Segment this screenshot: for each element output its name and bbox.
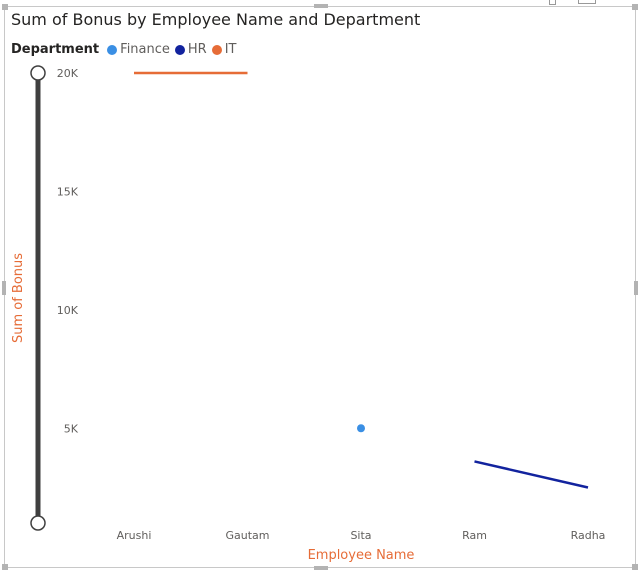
y-zoom-slider-bottom-handle[interactable] [30, 515, 46, 531]
resize-handle-bottom[interactable] [314, 566, 328, 570]
resize-handle-top[interactable] [314, 4, 328, 8]
resize-handle-right[interactable] [634, 281, 638, 295]
legend-item-finance[interactable]: Finance [107, 42, 170, 57]
legend-marker-it [211, 44, 222, 55]
legend-marker-finance [107, 44, 118, 55]
resize-handle-top-left[interactable] [2, 4, 8, 10]
y-tick-label: 15K [57, 185, 79, 198]
x-tick-label: Radha [571, 529, 606, 542]
y-tick-label: 20K [57, 67, 79, 80]
legend-label-hr: HR [187, 42, 207, 57]
chart-title: Sum of Bonus by Employee Name and Depart… [11, 10, 421, 29]
legend-label-it: IT [224, 42, 237, 57]
x-tick-label: Gautam [225, 529, 269, 542]
y-zoom-slider-top-handle[interactable] [30, 65, 46, 81]
y-tick-label: 5K [64, 422, 79, 435]
x-axis-title: Employee Name [308, 548, 415, 563]
y-tick-label: 10K [57, 304, 79, 317]
resize-handle-bottom-left[interactable] [2, 564, 8, 570]
legend-item-it[interactable]: IT [211, 42, 237, 57]
focus-mode-icon[interactable] [578, 0, 596, 4]
legend: Department Finance HR IT [11, 42, 241, 57]
resize-handle-top-right[interactable] [632, 4, 638, 10]
legend-item-hr[interactable]: HR [174, 42, 207, 57]
y-axis-title: Sum of Bonus [11, 253, 26, 343]
data-point-finance [357, 424, 365, 433]
resize-handle-bottom-right[interactable] [632, 564, 638, 570]
resize-handle-left[interactable] [2, 281, 6, 295]
x-tick-label: Arushi [117, 529, 152, 542]
legend-label-finance: Finance [120, 42, 170, 57]
legend-marker-hr [174, 44, 185, 55]
x-tick-label: Sita [350, 529, 371, 542]
filter-icon[interactable] [549, 0, 556, 5]
legend-title: Department [11, 42, 100, 57]
series-line-hr [474, 460, 589, 489]
x-tick-label: Ram [462, 529, 487, 542]
